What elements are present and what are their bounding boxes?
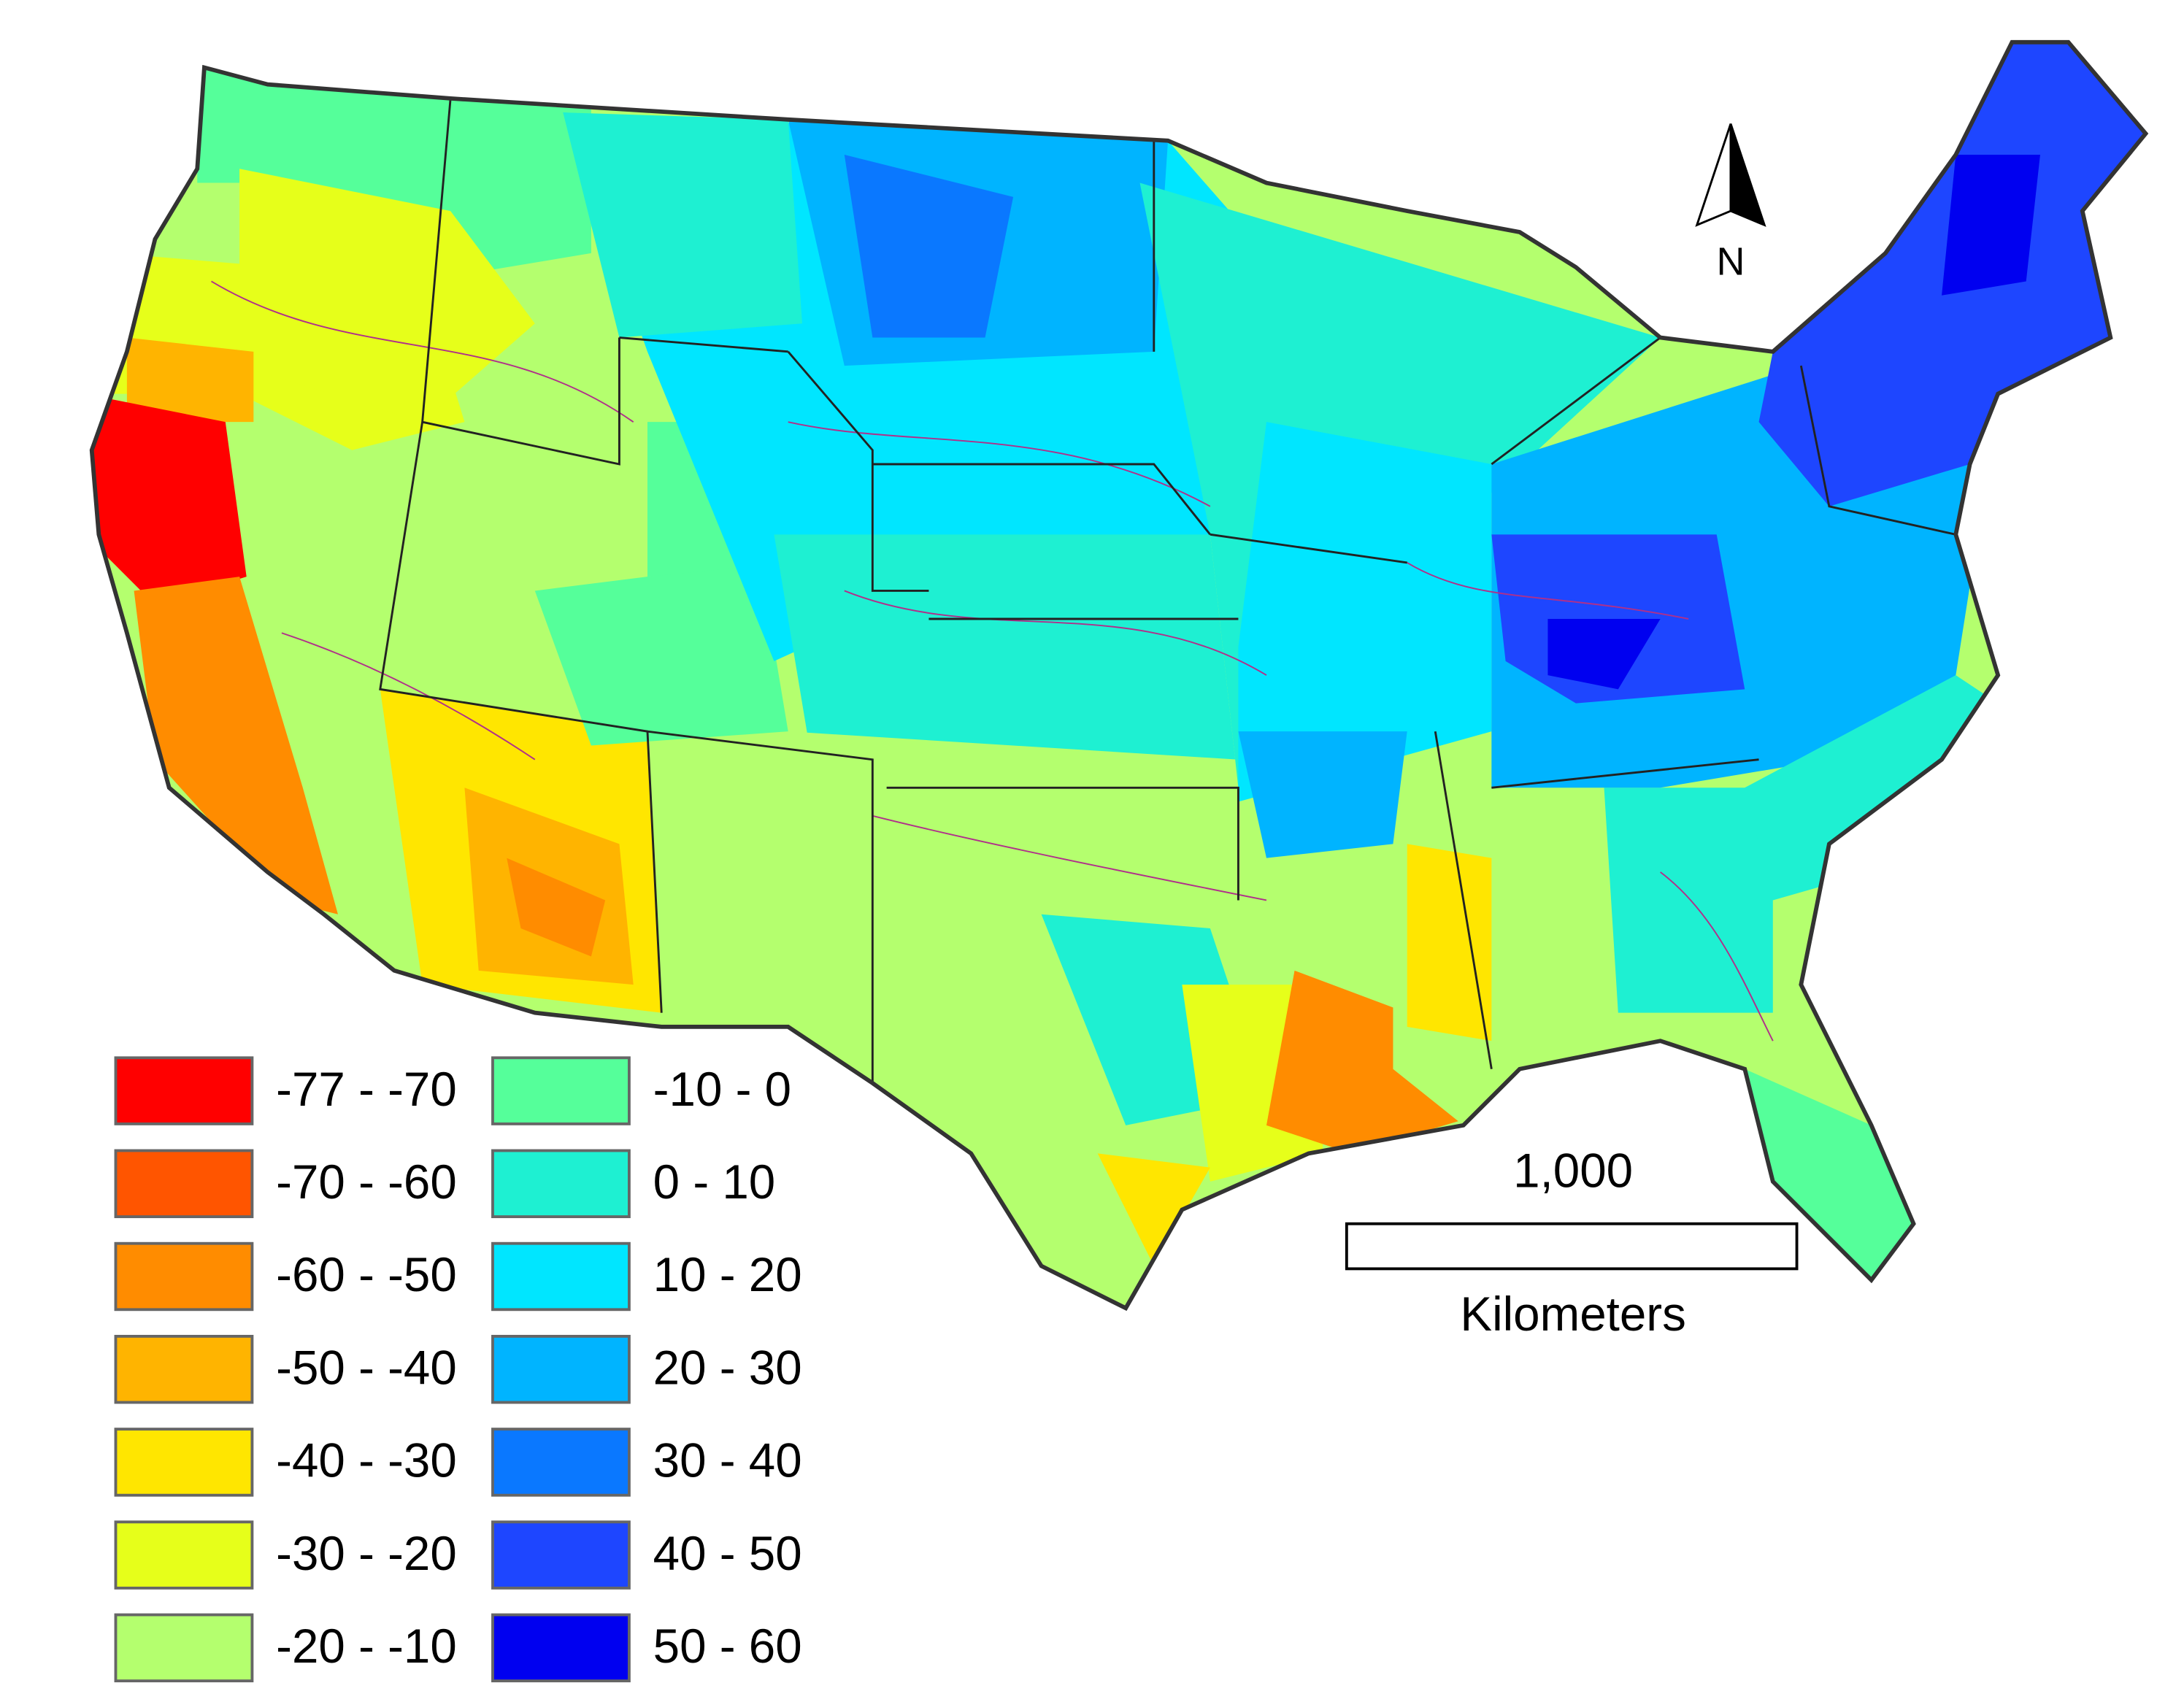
legend-swatch [491,1520,631,1590]
legend-swatch [114,1613,254,1683]
legend-swatch [114,1520,254,1590]
legend-swatch [491,1056,631,1125]
legend-swatch [114,1334,254,1404]
legend-label: -60 - -50 [276,1248,457,1301]
legend-label: 0 - 10 [653,1155,776,1209]
legend-label: 30 - 40 [653,1434,802,1487]
legend-label: -40 - -30 [276,1434,457,1487]
legend-swatch [491,1149,631,1219]
north-arrow: N [1695,123,1766,284]
legend-label: -77 - -70 [276,1063,457,1116]
scale-bar: 1,000 Kilometers [1345,1144,1799,1341]
country-outline [89,39,2149,1312]
legend-swatch [491,1428,631,1497]
legend-label: 40 - 50 [653,1527,802,1580]
legend: -77 - -70 -70 - -60 -60 - -50 -50 - -40 -40 … [114,1056,802,1683]
legend-swatch [114,1241,254,1312]
scale-rect [1345,1222,1799,1271]
legend-swatch [114,1428,254,1497]
north-label: N [1716,240,1745,284]
legend-swatch [491,1613,631,1683]
legend-swatch [114,1149,254,1219]
scale-label: 1,000 [1513,1144,1633,1198]
legend-label: -70 - -60 [276,1155,457,1209]
legend-label: -10 - 0 [653,1063,791,1116]
legend-swatch [491,1334,631,1404]
legend-label: -50 - -40 [276,1341,457,1394]
scale-unit: Kilometers [1460,1287,1685,1341]
legend-label: -30 - -20 [276,1527,457,1580]
legend-label: 20 - 30 [653,1341,802,1394]
legend-swatch [114,1056,254,1125]
legend-swatch [491,1241,631,1312]
legend-label: 50 - 60 [653,1620,802,1673]
legend-label: 10 - 20 [653,1248,802,1301]
legend-label: -20 - -10 [276,1620,457,1673]
